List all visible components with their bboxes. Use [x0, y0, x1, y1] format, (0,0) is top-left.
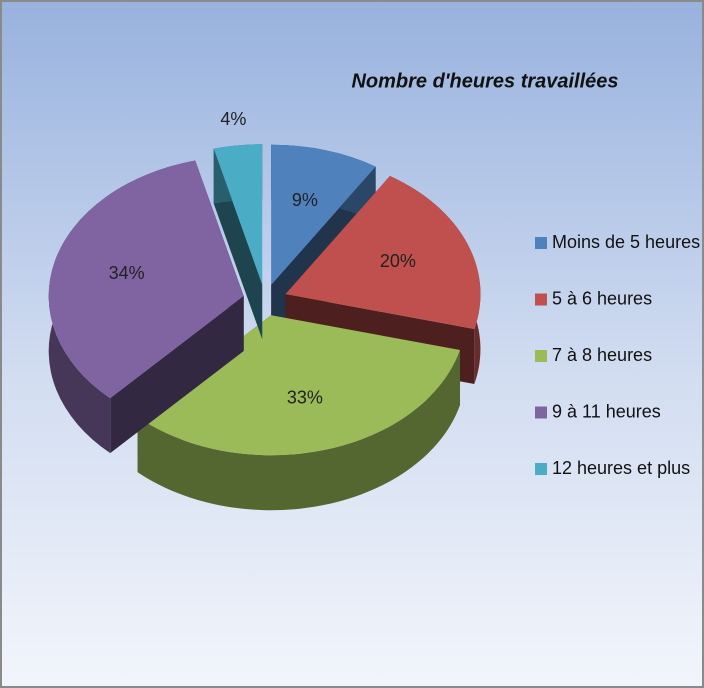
pie-slice	[48, 160, 244, 454]
slice-side-face	[110, 296, 244, 454]
slice-top	[271, 144, 376, 285]
data-label: 9%	[292, 190, 318, 210]
legend-label: 9 à 11 heures	[552, 401, 661, 421]
legend-label: 12 heures et plus	[552, 458, 690, 478]
legend-swatch	[535, 406, 547, 419]
data-label: 4%	[220, 109, 246, 129]
legend-swatch	[535, 293, 547, 306]
slice-top	[285, 175, 481, 329]
legend-swatch	[535, 463, 547, 475]
legend-label: 7 à 8 heures	[552, 345, 652, 365]
data-label: 33%	[287, 387, 323, 407]
data-label: 20%	[380, 251, 416, 271]
legend-swatch	[535, 237, 547, 249]
data-label: 34%	[109, 263, 145, 283]
slice-wall	[137, 350, 461, 511]
legend-label: Moins de 5 heures	[552, 232, 700, 252]
slice-top	[48, 160, 244, 399]
chart-title: Nombre d'heures travaillées	[351, 70, 618, 92]
legend-swatch	[535, 350, 547, 362]
pie-slice	[213, 144, 263, 340]
slice-top	[213, 144, 263, 285]
legend-label: 5 à 6 heures	[552, 288, 652, 308]
slice-top	[137, 315, 461, 456]
